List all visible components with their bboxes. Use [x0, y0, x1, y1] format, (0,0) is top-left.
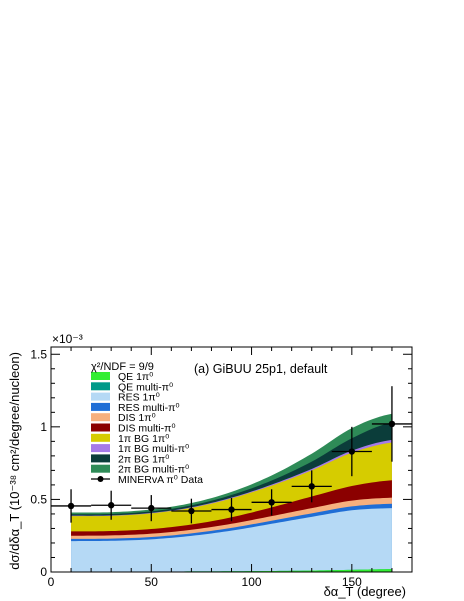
legend-swatch: [91, 464, 110, 473]
legend-swatch: [91, 392, 110, 401]
legend-label: QE multi-π⁰: [118, 381, 173, 393]
legend-swatch: [91, 413, 110, 422]
legend-entry: DIS multi-π⁰: [91, 423, 176, 435]
legend-entry: 1π BG multi-π⁰: [91, 443, 189, 455]
legend-entry-data: MINERvA π⁰ Data: [91, 474, 203, 486]
data-point: [251, 489, 292, 516]
legend-swatch: [91, 402, 110, 411]
y-tick-label: 0.5: [30, 492, 47, 506]
legend-swatch: [91, 382, 110, 391]
x-tick-label: 50: [145, 575, 159, 589]
y-multiplier-label: ×10⁻³: [52, 332, 83, 346]
legend-entry: QE 1π⁰: [91, 371, 153, 383]
data-point: [51, 489, 92, 523]
data-marker: [348, 448, 356, 455]
data-marker: [188, 507, 195, 515]
legend-label: 2π BG 1π⁰: [118, 453, 169, 465]
x-tick-label: 100: [242, 575, 262, 589]
data-point: [91, 490, 132, 520]
data-point: [171, 498, 212, 524]
y-axis-title: dσ/dδα_T (10⁻³⁸ cm²/degree/nucleon): [7, 352, 22, 570]
legend-entry: 2π BG multi-π⁰: [91, 464, 189, 476]
data-marker: [228, 506, 235, 513]
legend-swatch: [91, 433, 110, 442]
y-tick-label: 1.5: [30, 347, 47, 361]
data-point: [371, 386, 412, 462]
legend-entry: QE multi-π⁰: [91, 381, 173, 393]
data-marker: [107, 502, 115, 509]
axis-ticks: 0 50 100 150 0 0.5 1 1.5: [30, 347, 412, 589]
data-marker: [67, 502, 75, 510]
data-marker: [388, 420, 396, 428]
legend-label: RES 1π⁰: [118, 392, 160, 404]
legend-swatch: [91, 454, 110, 463]
legend-entry: RES 1π⁰: [91, 392, 160, 404]
legend-entry: 1π BG 1π⁰: [91, 433, 169, 445]
x-axis-title: δα_T (degree): [324, 584, 406, 599]
data-points-layer: [51, 386, 412, 524]
x-tick-label: 150: [342, 575, 362, 589]
data-point: [211, 497, 252, 522]
area-res-1: [71, 508, 392, 572]
data-point: [291, 470, 332, 503]
legend-label: DIS 1π⁰: [118, 412, 156, 424]
legend-label: QE 1π⁰: [118, 371, 153, 383]
legend-entry: RES multi-π⁰: [91, 402, 180, 414]
y-tick-label: 0: [40, 565, 47, 579]
chart-title: (a) GiBUU 25p1, default: [194, 362, 328, 376]
y-tick-label: 1: [40, 420, 47, 434]
legend-label: 2π BG multi-π⁰: [118, 464, 189, 476]
legend-data-marker: [97, 476, 104, 482]
legend-label: DIS multi-π⁰: [118, 423, 176, 435]
legend-entry: DIS 1π⁰: [91, 412, 156, 424]
legend-swatch: [91, 444, 110, 453]
chi2-annotation: χ²/NDF = 9/9: [91, 361, 154, 373]
data-point: [131, 495, 172, 522]
legend-entry: 2π BG 1π⁰: [91, 453, 169, 465]
data-marker: [148, 504, 155, 512]
legend-label: RES multi-π⁰: [118, 402, 180, 414]
legend-label: MINERvA π⁰ Data: [118, 474, 203, 486]
legend-label: 1π BG multi-π⁰: [118, 443, 189, 455]
data-marker: [308, 483, 315, 490]
legend-swatch: [91, 372, 110, 380]
x-tick-label: 0: [48, 575, 55, 589]
data-marker: [268, 499, 275, 506]
legend-swatch: [91, 423, 110, 432]
legend-label: 1π BG 1π⁰: [118, 433, 169, 445]
data-point: [331, 426, 372, 477]
